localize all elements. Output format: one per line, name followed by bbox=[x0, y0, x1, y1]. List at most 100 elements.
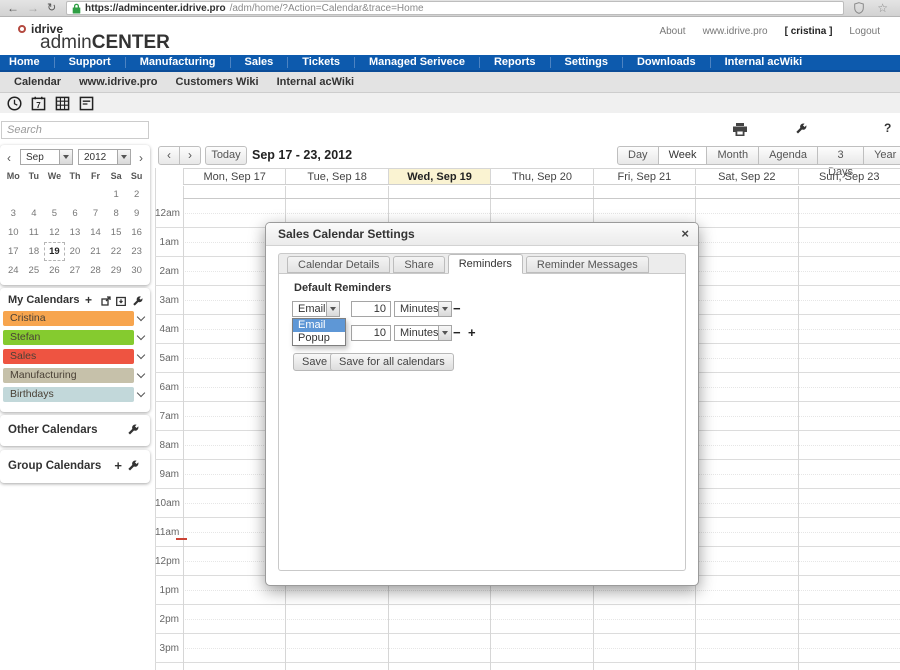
dropdown-option-popup[interactable]: Popup bbox=[298, 332, 330, 344]
dialog-titlebar[interactable]: Sales Calendar Settings × bbox=[266, 223, 698, 246]
mini-day-16[interactable]: 16 bbox=[131, 227, 142, 238]
prev-week-button[interactable]: ‹ bbox=[158, 146, 180, 165]
chevron-down-icon[interactable] bbox=[136, 350, 146, 360]
mini-prev-icon[interactable]: ‹ bbox=[7, 151, 11, 165]
header-link-cristina[interactable]: [ cristina ] bbox=[784, 26, 833, 37]
save-all-calendars-button[interactable]: Save for all calendars bbox=[330, 353, 454, 371]
day-calendar-icon[interactable]: 7 bbox=[30, 95, 46, 111]
day-header-wed-sep-19[interactable]: Wed, Sep 19 bbox=[387, 169, 491, 184]
mini-day-26[interactable]: 26 bbox=[49, 265, 60, 276]
other-calendars-wrench-icon[interactable] bbox=[127, 424, 139, 436]
reminder-method-select[interactable]: Email bbox=[292, 301, 340, 317]
calendar-item-manufacturing[interactable]: Manufacturing bbox=[3, 368, 150, 383]
remove-reminder-button-2[interactable]: − bbox=[453, 325, 461, 340]
month-select[interactable]: Sep bbox=[20, 149, 73, 165]
mini-day-1[interactable]: 1 bbox=[113, 189, 119, 200]
nav-item-support[interactable]: Support bbox=[68, 56, 111, 68]
day-header-tue-sep-18[interactable]: Tue, Sep 18 bbox=[285, 169, 387, 184]
nav-item-managed-serivece[interactable]: Managed Serivece bbox=[368, 56, 465, 68]
add-group-calendar-icon[interactable]: + bbox=[114, 458, 122, 473]
view-button-week[interactable]: Week bbox=[657, 146, 708, 165]
day-header-fri-sep-21[interactable]: Fri, Sep 21 bbox=[592, 169, 695, 184]
tab-reminders[interactable]: Reminders bbox=[447, 254, 523, 274]
nav-item-home[interactable]: Home bbox=[9, 56, 40, 68]
chevron-down-icon[interactable] bbox=[136, 331, 146, 341]
mini-day-17[interactable]: 17 bbox=[7, 246, 19, 257]
add-calendar-icon[interactable]: + bbox=[85, 293, 93, 307]
mini-day-13[interactable]: 13 bbox=[69, 227, 81, 238]
calendar-item-birthdays[interactable]: Birthdays bbox=[3, 387, 150, 402]
subscribe-calendar-icon[interactable] bbox=[116, 296, 126, 306]
mini-day-15[interactable]: 15 bbox=[110, 227, 122, 238]
search-input[interactable] bbox=[1, 121, 149, 139]
view-button-year[interactable]: Year bbox=[863, 146, 900, 165]
bookmark-star-icon[interactable]: ☆ bbox=[877, 1, 888, 15]
mini-day-20[interactable]: 20 bbox=[69, 246, 81, 257]
print-icon[interactable] bbox=[733, 123, 747, 136]
day-header-thu-sep-20[interactable]: Thu, Sep 20 bbox=[490, 169, 592, 184]
subnav-item-www-idrive-pro[interactable]: www.idrive.pro bbox=[79, 76, 158, 88]
mini-day-23[interactable]: 23 bbox=[131, 246, 142, 257]
subnav-item-customers-wiki[interactable]: Customers Wiki bbox=[175, 76, 259, 88]
view-button-3-days[interactable]: 3 Days bbox=[817, 146, 865, 178]
mini-day-27[interactable]: 27 bbox=[69, 265, 81, 276]
header-link-logout[interactable]: Logout bbox=[849, 26, 880, 37]
save-button[interactable]: Save bbox=[293, 353, 337, 371]
mini-day-28[interactable]: 28 bbox=[90, 265, 101, 276]
mini-day-25[interactable]: 25 bbox=[28, 265, 40, 276]
mini-next-icon[interactable]: › bbox=[139, 151, 143, 165]
mini-day-24[interactable]: 24 bbox=[7, 265, 19, 276]
tab-share[interactable]: Share bbox=[393, 256, 445, 273]
mini-day-19[interactable]: 19 bbox=[44, 242, 65, 261]
mini-day-10[interactable]: 10 bbox=[7, 227, 19, 238]
agenda-icon[interactable] bbox=[78, 95, 94, 111]
calendars-wrench-icon[interactable] bbox=[132, 296, 143, 307]
chevron-down-icon[interactable] bbox=[136, 388, 146, 398]
clock-icon[interactable] bbox=[6, 95, 22, 111]
chevron-down-icon[interactable] bbox=[438, 326, 451, 340]
mini-day-12[interactable]: 12 bbox=[49, 227, 60, 238]
day-header-sat-sep-22[interactable]: Sat, Sep 22 bbox=[695, 169, 797, 184]
mini-day-18[interactable]: 18 bbox=[28, 246, 40, 257]
tab-reminder-messages[interactable]: Reminder Messages bbox=[525, 256, 649, 273]
chevron-down-icon[interactable] bbox=[59, 150, 72, 164]
reminder-value-input-1[interactable] bbox=[351, 301, 391, 317]
view-button-day[interactable]: Day bbox=[617, 146, 659, 165]
chevron-down-icon[interactable] bbox=[136, 312, 146, 322]
header-link-about[interactable]: About bbox=[659, 26, 686, 37]
reminder-unit-select-2[interactable]: Minutes bbox=[394, 325, 452, 341]
url-bar[interactable]: https://admincenter.idrive.pro/adm/home/… bbox=[66, 1, 844, 15]
back-icon[interactable]: ← bbox=[7, 1, 19, 15]
calendar-item-sales[interactable]: Sales bbox=[3, 349, 150, 364]
day-header-sun-sep-23[interactable]: Sun, Sep 23 bbox=[797, 169, 900, 184]
chevron-down-icon[interactable] bbox=[117, 150, 130, 164]
subnav-item-calendar[interactable]: Calendar bbox=[14, 76, 62, 88]
mini-day-5[interactable]: 5 bbox=[51, 208, 58, 219]
tab-calendar-details[interactable]: Calendar Details bbox=[287, 256, 391, 273]
nav-item-settings[interactable]: Settings bbox=[564, 56, 608, 68]
add-reminder-button[interactable]: + bbox=[468, 325, 476, 340]
nav-item-sales[interactable]: Sales bbox=[244, 56, 274, 68]
reminder-value-input-2[interactable] bbox=[351, 325, 391, 341]
day-header-mon-sep-17[interactable]: Mon, Sep 17 bbox=[183, 169, 285, 184]
mini-day-4[interactable]: 4 bbox=[31, 208, 37, 219]
mini-day-29[interactable]: 29 bbox=[110, 265, 122, 276]
next-week-button[interactable]: › bbox=[179, 146, 201, 165]
mini-day-11[interactable]: 11 bbox=[28, 227, 39, 238]
help-icon[interactable]: ? bbox=[884, 121, 892, 135]
mini-day-6[interactable]: 6 bbox=[72, 208, 78, 219]
group-calendars-wrench-icon[interactable] bbox=[127, 460, 139, 472]
close-icon[interactable]: × bbox=[681, 226, 689, 241]
nav-item-tickets[interactable]: Tickets bbox=[302, 56, 340, 68]
mini-day-3[interactable]: 3 bbox=[10, 208, 16, 219]
dropdown-option-email[interactable]: Email bbox=[293, 319, 345, 332]
chevron-down-icon[interactable] bbox=[136, 369, 146, 379]
today-button[interactable]: Today bbox=[205, 146, 247, 165]
mini-day-14[interactable]: 14 bbox=[90, 227, 101, 238]
export-icon[interactable] bbox=[101, 296, 111, 306]
mini-day-2[interactable]: 2 bbox=[134, 189, 140, 200]
nav-item-manufacturing[interactable]: Manufacturing bbox=[139, 56, 216, 68]
shield-icon[interactable] bbox=[854, 2, 864, 14]
header-link-www-idrive-pro[interactable]: www.idrive.pro bbox=[702, 26, 768, 37]
nav-item-internal-acwiki[interactable]: Internal acWiki bbox=[724, 56, 803, 68]
